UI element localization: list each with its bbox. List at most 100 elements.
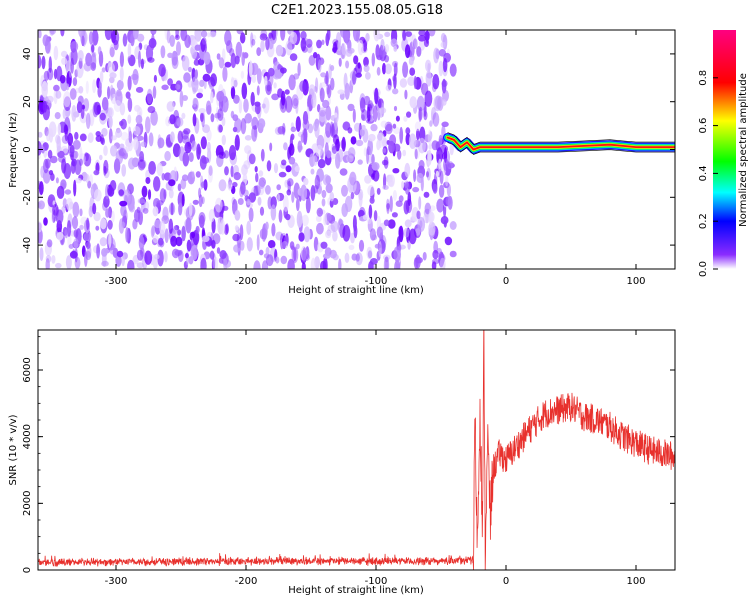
noise-blob: [277, 193, 281, 202]
noise-blob: [259, 33, 268, 41]
noise-blob: [361, 124, 366, 131]
noise-blob: [251, 116, 259, 130]
noise-blob: [137, 198, 146, 204]
noise-blob: [272, 71, 281, 80]
noise-blob: [191, 231, 196, 239]
noise-blob: [215, 197, 223, 213]
noise-blob: [137, 159, 146, 171]
noise-blob: [85, 52, 92, 67]
noise-blob: [443, 158, 449, 171]
noise-blob: [438, 158, 442, 170]
noise-blob: [284, 95, 293, 113]
noise-blob: [80, 30, 88, 46]
noise-blob: [368, 261, 374, 269]
noise-blob: [181, 112, 186, 119]
noise-blob: [44, 126, 49, 137]
noise-blob: [416, 128, 420, 141]
noise-blob: [170, 202, 174, 216]
noise-blob: [133, 137, 139, 151]
noise-blob: [344, 252, 350, 263]
noise-blob: [65, 255, 72, 269]
x-tick-label: -100: [365, 576, 388, 587]
noise-blob: [201, 235, 210, 243]
noise-blob: [326, 150, 332, 159]
noise-blob: [233, 172, 241, 181]
noise-blob: [257, 196, 262, 206]
noise-blob: [330, 123, 335, 138]
noise-blob: [416, 46, 422, 57]
snr-frame: [37, 329, 676, 571]
noise-blob: [330, 65, 335, 71]
noise-blob: [414, 148, 418, 160]
noise-blob: [318, 107, 327, 123]
noise-blob: [196, 92, 204, 99]
noise-blob: [403, 200, 410, 215]
noise-blob: [147, 106, 156, 114]
noise-blob: [46, 95, 54, 103]
noise-blob: [217, 123, 223, 133]
noise-blob: [72, 77, 78, 87]
noise-blob: [125, 227, 129, 243]
noise-blob: [39, 247, 44, 261]
noise-blob: [275, 256, 280, 264]
noise-blob: [428, 221, 436, 236]
noise-blob: [345, 60, 350, 69]
noise-blob: [321, 198, 326, 207]
noise-blob: [322, 99, 330, 109]
noise-blob: [291, 94, 299, 109]
noise-blob: [153, 176, 161, 192]
noise-blob: [246, 237, 253, 252]
noise-blob: [174, 34, 180, 41]
noise-blob: [227, 181, 233, 191]
noise-blob: [79, 133, 87, 142]
noise-blob: [62, 108, 67, 120]
noise-blob: [218, 124, 223, 133]
noise-blob: [234, 210, 241, 221]
signal-trace-edge-top: [447, 132, 675, 145]
noise-blob: [91, 30, 99, 46]
noise-blob: [168, 184, 174, 192]
noise-blob: [168, 202, 176, 216]
noise-blob: [163, 172, 172, 181]
y-tick-label: 40: [22, 48, 33, 61]
noise-blob: [192, 113, 197, 127]
noise-blob: [342, 121, 351, 131]
noise-blob: [365, 32, 370, 42]
noise-blob: [352, 215, 357, 232]
noise-blob: [127, 55, 131, 63]
noise-blob: [350, 191, 355, 200]
spectrogram-noise: [38, 30, 457, 269]
colorbar-tick-label: 0.8: [698, 70, 709, 86]
noise-blob: [376, 66, 381, 76]
noise-blob: [67, 121, 71, 136]
noise-blob: [41, 81, 48, 98]
noise-blob: [107, 86, 111, 100]
noise-blob: [224, 166, 229, 176]
noise-blob: [60, 50, 68, 58]
noise-blob: [210, 113, 215, 123]
noise-blob: [346, 155, 354, 163]
noise-blob: [246, 220, 252, 235]
noise-blob: [234, 225, 239, 231]
noise-blob: [44, 38, 51, 54]
noise-blob: [440, 216, 449, 225]
noise-blob: [99, 154, 103, 161]
noise-blob: [96, 243, 100, 259]
noise-blob: [285, 40, 293, 56]
noise-blob: [238, 99, 243, 114]
x-tick-label: -200: [235, 276, 258, 287]
noise-blob: [416, 210, 421, 220]
noise-blob: [355, 253, 360, 262]
noise-blob: [371, 52, 375, 67]
noise-blob: [150, 110, 158, 126]
noise-blob: [349, 177, 357, 193]
noise-blob: [285, 165, 292, 173]
noise-blob: [431, 258, 440, 265]
noise-blob: [248, 192, 256, 203]
noise-blob: [38, 202, 42, 208]
noise-blob: [413, 75, 417, 90]
noise-blob: [422, 251, 427, 261]
noise-blob: [93, 170, 100, 176]
noise-blob: [404, 89, 408, 100]
noise-blob: [103, 159, 109, 174]
